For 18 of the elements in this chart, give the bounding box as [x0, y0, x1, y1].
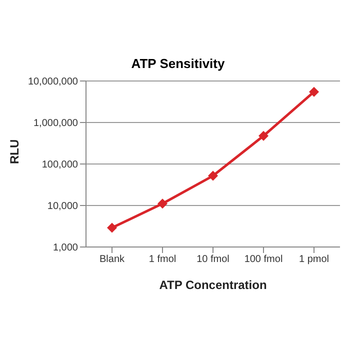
x-axis-title: ATP Concentration — [159, 278, 267, 292]
point — [258, 130, 268, 141]
y-tick-label: 1,000,000 — [34, 118, 78, 130]
x-tick-label: 1 fmol — [148, 254, 176, 266]
point — [309, 86, 319, 97]
chart-title: ATP Sensitivity — [130, 56, 226, 71]
point — [107, 222, 117, 233]
x-tick-label: 100 fmol — [244, 254, 283, 266]
y-tick-label: 1,000 — [52, 242, 78, 254]
point — [158, 198, 168, 209]
y-tick-label: 10,000,000 — [28, 76, 78, 88]
x-tick-label: 1 pmol — [298, 254, 330, 266]
x-tick-label: Blank — [99, 254, 126, 266]
y-tick-label: 10,000 — [47, 201, 78, 212]
y-axis-title: RLU — [7, 139, 22, 164]
x-tick-label: 10 fmol — [196, 254, 230, 266]
point — [208, 170, 218, 181]
y-tick-label: 100,000 — [42, 160, 78, 171]
